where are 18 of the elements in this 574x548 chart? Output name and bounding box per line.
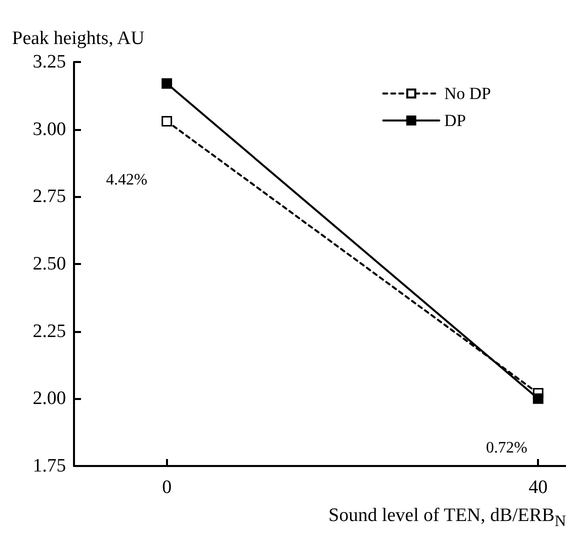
- point: [162, 116, 172, 127]
- y-axis-title: Peak heights, AU: [12, 28, 145, 49]
- y-tick-label: 1.75: [32, 456, 66, 476]
- y-tick-label: 2.00: [32, 388, 66, 410]
- annotation: 0.72%: [486, 440, 528, 456]
- y-tick-label: 2.50: [32, 254, 66, 274]
- annotation: 4.42%: [106, 172, 148, 188]
- point: [162, 78, 172, 89]
- y-tick-label: 3.00: [32, 118, 66, 140]
- y-tick-label: 3.25: [32, 52, 66, 72]
- x-tick-label: 0: [162, 477, 172, 498]
- legend-label: DP: [444, 111, 466, 130]
- x-axis-title: Sound level of TEN, dB/ERB$_{N}$: [328, 505, 566, 531]
- y-tick-label: 2.75: [32, 186, 66, 208]
- point: [532, 393, 544, 404]
- x-tick-label: 40: [528, 477, 548, 498]
- y-tick-label: 2.25: [32, 320, 66, 342]
- legend-label: No DP: [444, 84, 492, 103]
